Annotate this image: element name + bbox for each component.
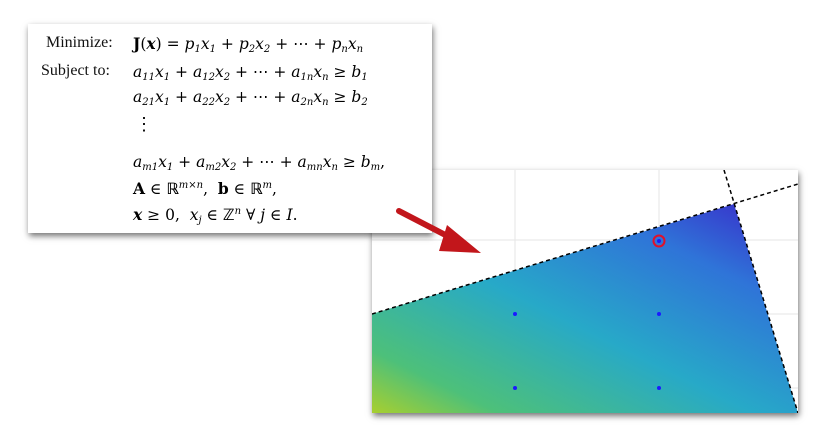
constraint-line-right — [723, 170, 798, 413]
optimal-point — [657, 239, 661, 243]
integrality-row: x ≥ 0, xj ∈ ℤn ∀ j ∈ I. — [133, 205, 298, 226]
feasible-region-plot — [372, 170, 798, 413]
ilp-formulation-box: Minimize: Subject to: J(x) = p1x1 + p2x2… — [28, 24, 432, 233]
optimal-point-marker — [652, 234, 666, 248]
minimize-label: Minimize: — [46, 34, 113, 51]
pointer-arrow — [396, 208, 481, 253]
integer-point — [657, 312, 661, 316]
domain-row: A ∈ ℝm×n, b ∈ ℝm, — [133, 179, 277, 198]
objective-function: J(x) = p1x1 + p2x2 + ⋯ + pnxn — [133, 34, 364, 55]
constraint-row-2: a21x1 + a22x2 + ⋯ + a2nxn ≥ b2 — [133, 88, 368, 108]
integer-point — [513, 386, 517, 390]
vertical-ellipsis: ⋮ — [135, 114, 153, 135]
integer-point — [657, 386, 661, 390]
constraint-row-1: a11x1 + a12x2 + ⋯ + a1nxn ≥ b1 — [133, 63, 368, 83]
integer-point — [513, 312, 517, 316]
constraint-line-upper — [372, 183, 798, 315]
subject-to-label: Subject to: — [41, 62, 110, 79]
feasible-region — [372, 204, 798, 413]
constraint-row-m: am1x1 + am2x2 + ⋯ + amnxn ≥ bm, — [133, 153, 386, 173]
